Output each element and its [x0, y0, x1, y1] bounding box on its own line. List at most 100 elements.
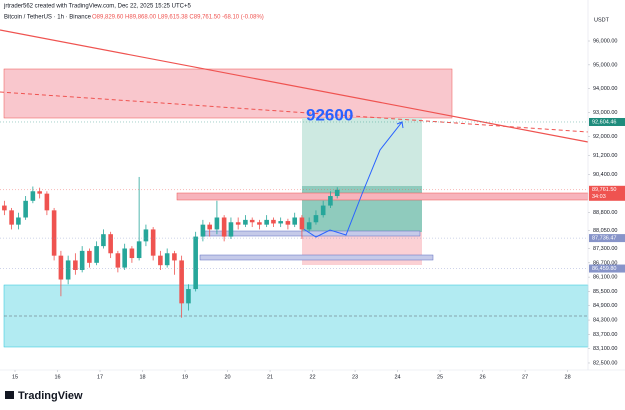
y-tick-label: 93,000.00 — [593, 110, 617, 116]
symbol: Bitcoin / TetherUS · 1h · Binance — [4, 15, 92, 21]
countdown: 34:03 — [592, 194, 606, 200]
candle-body — [292, 217, 298, 225]
annotation: 92600 — [306, 105, 353, 124]
candle-body — [158, 255, 163, 266]
x-tick-label: 17 — [97, 374, 103, 380]
candle-body — [94, 246, 99, 263]
candle-body — [16, 217, 21, 225]
y-tick-label: 88,050.00 — [593, 228, 617, 234]
candle-body — [243, 219, 248, 225]
candle-body — [334, 189, 340, 197]
price-tag — [589, 185, 625, 201]
candle-body — [143, 229, 149, 242]
y-tick-label: 88,800.00 — [593, 210, 617, 216]
candle-body — [249, 219, 255, 223]
y-tick-label: 84,300.00 — [593, 318, 617, 324]
trend-line-dashed — [0, 91, 589, 133]
y-tick-label: 92,000.00 — [593, 134, 617, 140]
x-tick-label: 16 — [54, 374, 60, 380]
candle-body — [235, 222, 241, 225]
candle-body — [73, 260, 78, 270]
y-tick-label: 86,700.00 — [593, 260, 617, 266]
price-tag-label: 92,604.46 — [592, 119, 616, 125]
candle-body — [164, 253, 170, 266]
y-tick-label: 90,400.00 — [593, 172, 617, 178]
candle-body — [200, 224, 206, 237]
x-tick-label: 28 — [565, 374, 571, 380]
currency: USDT — [594, 17, 610, 23]
x-tick-label: 18 — [139, 374, 145, 380]
x-tick-label: 15 — [12, 374, 18, 380]
candle-body — [129, 248, 135, 259]
candle-body — [228, 222, 234, 237]
price-tag — [589, 234, 625, 243]
trend-line — [0, 29, 589, 143]
candle-body — [150, 229, 156, 256]
y-tick-label: 94,000.00 — [593, 86, 617, 92]
logo-icon — [5, 391, 14, 399]
price-tag — [589, 264, 625, 273]
y-tick-label: 85,500.00 — [593, 289, 617, 295]
candle-body — [58, 255, 64, 280]
candle-body — [278, 221, 283, 224]
candle-body — [285, 221, 291, 225]
candle-body — [136, 241, 142, 259]
x-tick-label: 24 — [395, 374, 401, 380]
x-tick-label: 20 — [224, 374, 230, 380]
candle-body — [30, 191, 36, 201]
candle-body — [65, 260, 71, 280]
candle-body — [122, 248, 127, 268]
credit: jrtrader562 created with TradingView.com… — [3, 4, 191, 10]
candle-body — [214, 217, 220, 230]
candle-body — [207, 224, 212, 230]
y-tick-label: 82,500.00 — [593, 360, 617, 366]
y-tick-label: 96,000.00 — [593, 38, 617, 44]
y-tick-label: 83,100.00 — [593, 346, 617, 352]
logo-text: TradingView — [18, 390, 83, 402]
candle-body — [320, 205, 326, 216]
candle-body — [306, 222, 312, 230]
y-tick-label: 83,700.00 — [593, 332, 617, 338]
y-tick-label: 87,300.00 — [593, 246, 617, 252]
resistance-zone — [3, 68, 453, 119]
x-tick-label: 19 — [182, 374, 188, 380]
candle-body — [313, 215, 319, 223]
x-tick-label: 26 — [480, 374, 486, 380]
candle-body — [172, 253, 177, 261]
candle-body — [186, 289, 191, 304]
candle-body — [9, 210, 14, 225]
candle-body — [264, 219, 269, 225]
candle-body — [257, 222, 262, 225]
axes: 96,000.00 95,000.00 94,000.00 93,000.00 92,0… — [0, 38, 625, 380]
ohlc: O89,829.60 H89,868.00 L89,615.38 C89,761… — [92, 15, 264, 21]
candle-body — [193, 236, 198, 290]
y-tick-label: 86,100.00 — [593, 275, 617, 281]
price-tag-label: 87,736.47 — [592, 236, 616, 242]
candle-body — [221, 217, 227, 237]
candle-body — [87, 250, 92, 263]
candle-body — [101, 234, 106, 247]
candle-body — [37, 191, 42, 194]
price-tag — [589, 117, 625, 126]
x-tick-label: 25 — [437, 374, 443, 380]
x-tick-label: 21 — [267, 374, 273, 380]
projection-arrow — [301, 121, 403, 238]
price-tag-label: 86,459.80 — [592, 266, 616, 272]
candles — [2, 176, 340, 318]
candle-body — [108, 234, 113, 254]
demand-box — [199, 254, 434, 261]
x-tick-label: 27 — [522, 374, 528, 380]
candle-body — [2, 205, 7, 211]
candle-body — [79, 250, 85, 270]
candle-body — [328, 196, 333, 206]
candle-body — [115, 253, 121, 268]
candle-body — [44, 193, 50, 211]
y-tick-label: 95,000.00 — [593, 62, 617, 68]
x-tick-label: 22 — [309, 374, 315, 380]
target-zone — [302, 118, 422, 186]
y-tick-label: 84,900.00 — [593, 303, 617, 309]
candle-body — [23, 200, 28, 218]
candle-body — [271, 219, 276, 224]
candle-body — [51, 210, 57, 256]
